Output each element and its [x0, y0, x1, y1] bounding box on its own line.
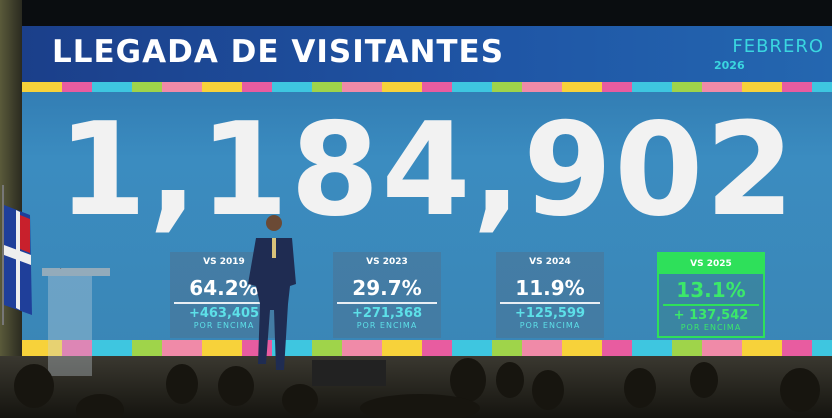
total-visitors: 1,184,902 [57, 96, 797, 245]
comparison-card: VS 2023 29.7% +271,368 POR ENCIMA [333, 252, 441, 338]
audience-silhouettes [14, 358, 820, 418]
card-delta: +271,368 [351, 306, 423, 321]
card-percent: 13.1% [663, 274, 759, 306]
card-percent: 11.9% [500, 272, 600, 304]
card-note: POR ENCIMA [356, 321, 418, 330]
presentation-screen: LLEGADA DE VISITANTES FEBRERO 2026 1,184… [22, 26, 832, 356]
card-label: VS 2024 [529, 257, 571, 267]
flag-icon [2, 185, 32, 325]
card-label: VS 2023 [366, 257, 408, 267]
podium [42, 268, 110, 376]
decorative-stripe [22, 82, 832, 92]
ceiling [0, 0, 832, 26]
card-note: POR ENCIMA [193, 321, 255, 330]
card-note: POR ENCIMA [519, 321, 581, 330]
card-delta: +125,599 [514, 306, 586, 321]
card-percent: 64.2% [174, 272, 274, 304]
comparison-card-highlighted: VS 2025 13.1% + 137,542 POR ENCIMA [657, 252, 765, 338]
comparison-card: VS 2024 11.9% +125,599 POR ENCIMA [496, 252, 604, 338]
card-percent: 29.7% [337, 272, 437, 304]
slide-year: 2026 [714, 59, 745, 72]
card-note: POR ENCIMA [680, 323, 742, 332]
slide-title: LLEGADA DE VISITANTES [52, 34, 505, 70]
screen-header: LLEGADA DE VISITANTES FEBRERO 2026 [22, 26, 832, 82]
slide-month: FEBRERO [732, 36, 824, 57]
card-delta: + 137,542 [673, 308, 749, 323]
decorative-stripe [22, 340, 832, 356]
card-delta: +463,405 [188, 306, 260, 321]
card-label: VS 2019 [203, 257, 245, 267]
speaker [248, 215, 296, 370]
card-label: VS 2025 [659, 254, 763, 274]
